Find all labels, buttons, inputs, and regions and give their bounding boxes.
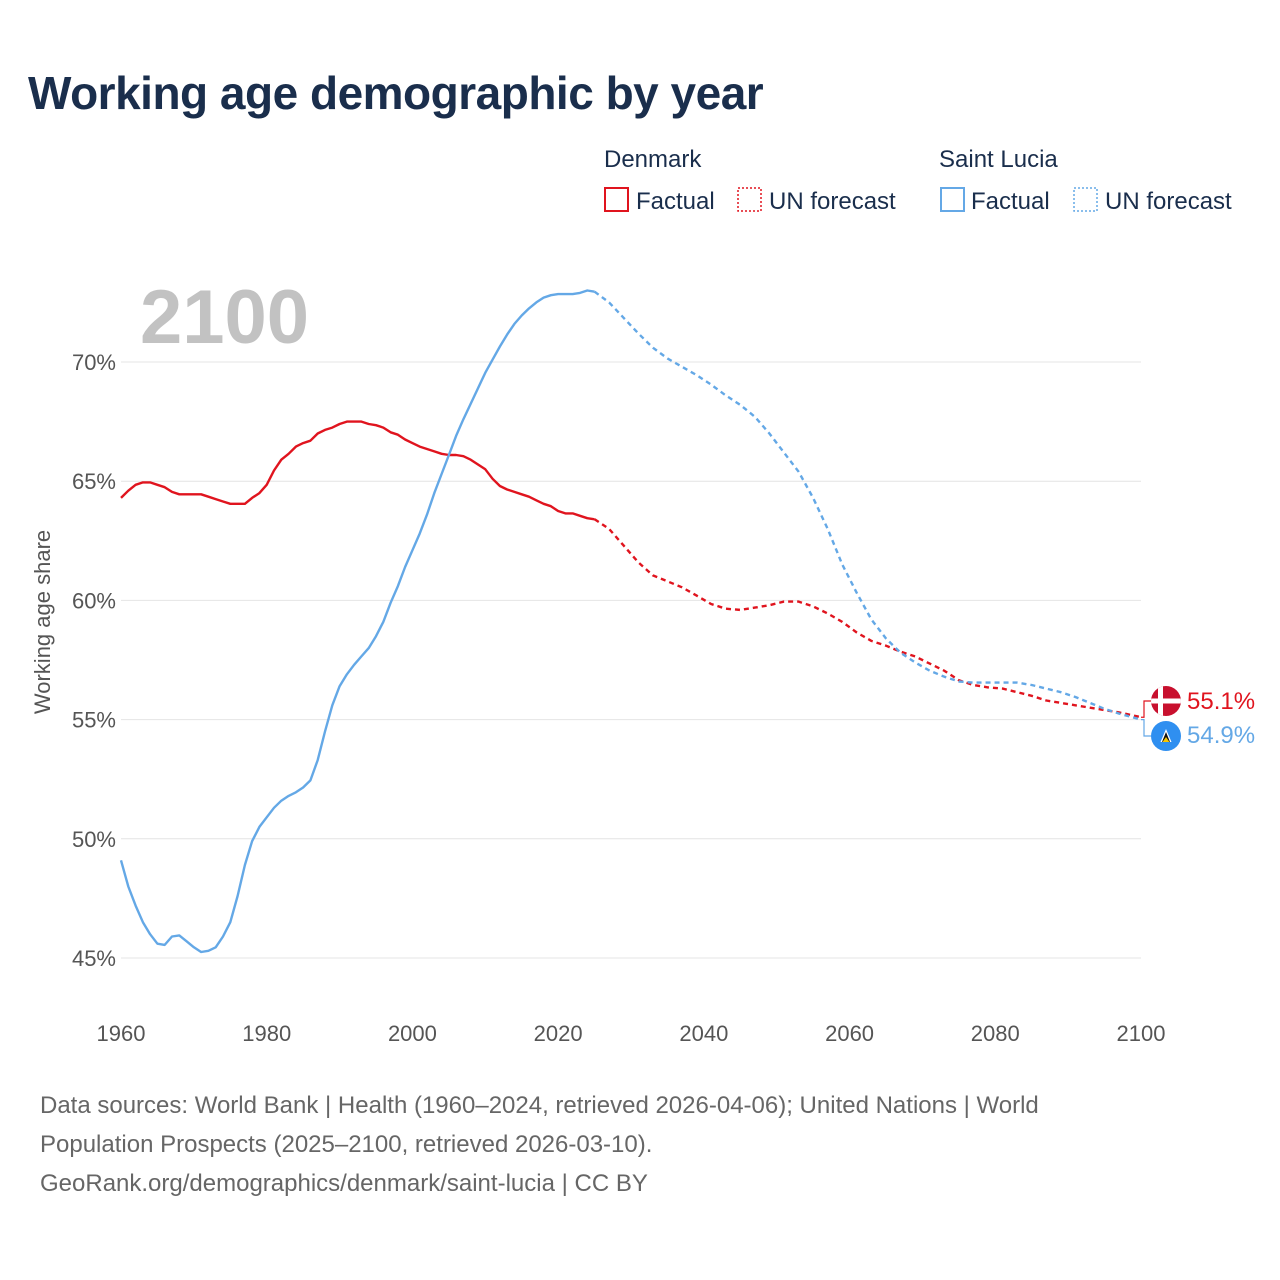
x-tick-label-2020: 2020 [534,1021,583,1046]
denmark-end-connector [1141,700,1151,718]
denmark-flag-icon [1151,686,1181,716]
footer-line-2: Population Prospects (2025–2100, retriev… [40,1131,653,1158]
denmark-end-label: 55.1% [1187,688,1255,715]
legend-swatch-saint-lucia-factual [940,187,965,212]
y-axis-ticks: 45% 50% 55% 60% 65% 70% [72,350,116,971]
legend-label-saint-lucia-forecast: UN forecast [1105,188,1232,215]
end-markers: 55.1% 54.9% [1141,686,1255,751]
line-chart: Denmark Factual UN forecast Saint Lucia … [30,146,1255,1046]
legend-group-denmark: Denmark [604,146,702,173]
y-tick-label-70: 70% [72,350,116,375]
legend: Denmark Factual UN forecast Saint Lucia … [604,146,1232,215]
x-axis-ticks: 1960 1980 2000 2020 2040 2060 2080 2100 [97,1021,1166,1046]
x-tick-label-2080: 2080 [971,1021,1020,1046]
y-tick-label-60: 60% [72,588,116,613]
legend-label-denmark-factual: Factual [636,188,715,215]
x-tick-label-1980: 1980 [242,1021,291,1046]
current-year-label: 2100 [140,275,309,360]
footer-line-1: Data sources: World Bank | Health (1960–… [40,1092,1039,1119]
chart-title: Working age demographic by year [28,67,764,119]
y-tick-label-50: 50% [72,827,116,852]
footer-line-3: GeoRank.org/demographics/denmark/saint-l… [40,1170,648,1197]
x-tick-label-2060: 2060 [825,1021,874,1046]
denmark-forecast-line [593,518,1142,719]
legend-group-saint-lucia: Saint Lucia [939,146,1058,173]
gridlines [121,361,1141,959]
y-tick-label-55: 55% [72,708,116,733]
x-tick-label-2000: 2000 [388,1021,437,1046]
denmark-factual-line [120,420,595,521]
series-lines [119,289,1142,954]
x-tick-label-2100: 2100 [1117,1021,1166,1046]
saint-lucia-factual-line [119,289,595,954]
y-tick-label-65: 65% [72,469,116,494]
saint-lucia-end-label: 54.9% [1187,722,1255,749]
y-axis-label: Working age share [30,530,55,714]
saint-lucia-end-connector [1141,719,1151,737]
legend-swatch-saint-lucia-forecast [1073,187,1098,212]
footer-sources: Data sources: World Bank | Health (1960–… [40,1086,1240,1203]
legend-swatch-denmark-forecast [737,187,762,212]
saint-lucia-forecast-line [593,290,1142,721]
x-tick-label-2040: 2040 [679,1021,728,1046]
legend-label-denmark-forecast: UN forecast [769,188,896,215]
x-tick-label-1960: 1960 [97,1021,146,1046]
legend-swatch-denmark-factual [604,187,629,212]
y-tick-label-45: 45% [72,946,116,971]
legend-label-saint-lucia-factual: Factual [971,188,1050,215]
saint-lucia-flag-icon [1151,721,1181,751]
